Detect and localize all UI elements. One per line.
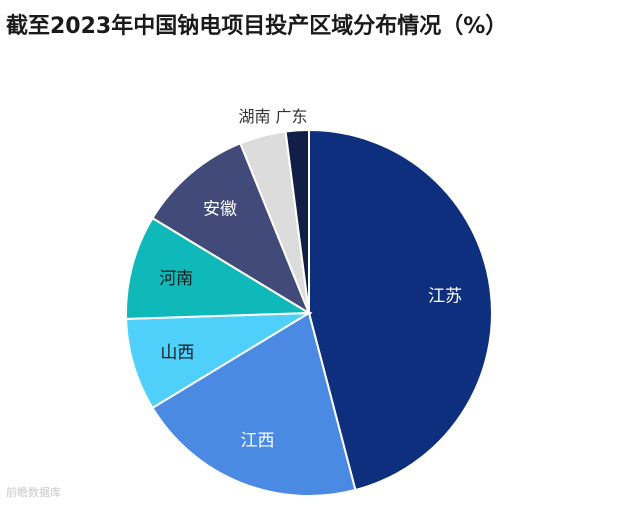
watermark-footer: 前瞻数据库	[6, 486, 61, 499]
outside-slice-label: 湖南 广东	[238, 107, 307, 126]
slice-label-2: 山西	[160, 343, 194, 363]
chart-title: 截至2023年中国钠电项目投产区域分布情况（%）	[6, 14, 508, 39]
slice-label-1: 江西	[241, 431, 275, 451]
pie-slice-4	[151, 142, 312, 316]
pie-slice-2	[125, 311, 313, 410]
pie-slice-6	[284, 128, 310, 314]
pie-slices	[125, 128, 493, 497]
slice-label-3: 河南	[159, 269, 193, 289]
pie-slice-0	[308, 128, 493, 492]
pie-slice-1	[151, 311, 357, 497]
pie-slice-3	[125, 216, 313, 320]
slice-label-0: 江苏	[428, 286, 462, 306]
slice-label-4: 安徽	[203, 200, 237, 220]
